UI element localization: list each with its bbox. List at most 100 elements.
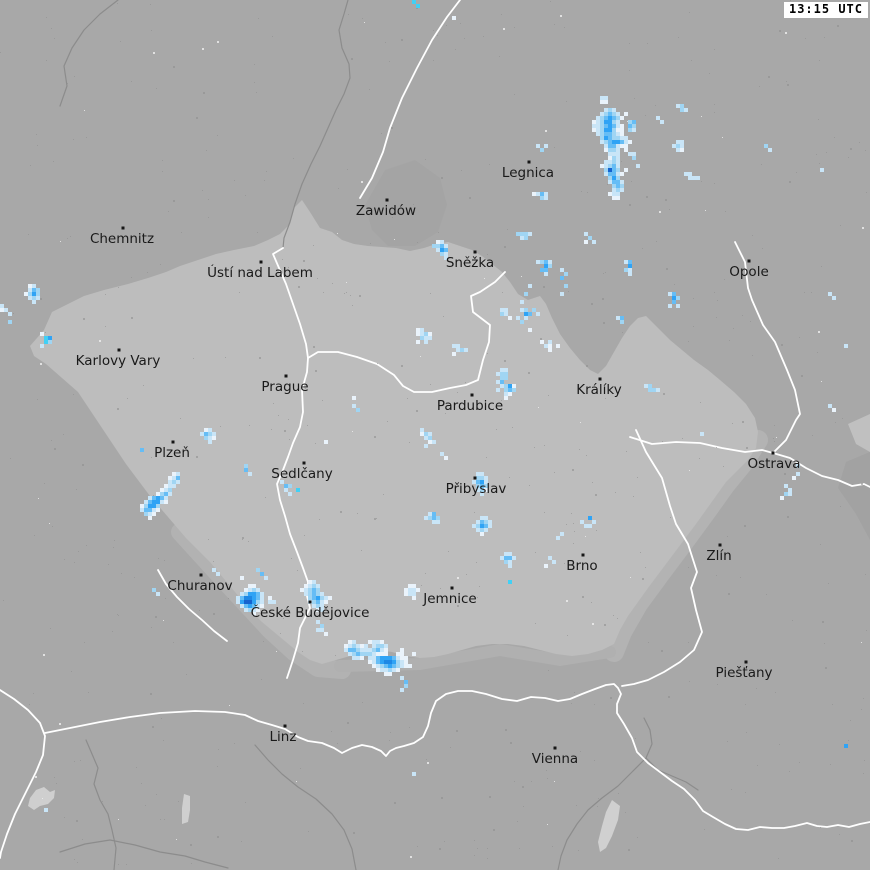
noise-speck	[514, 27, 515, 28]
city-dot	[385, 198, 389, 202]
precip-cell	[204, 428, 208, 432]
noise-speck	[176, 839, 177, 840]
precip-cell	[384, 652, 388, 656]
noise-speck	[761, 164, 762, 165]
precip-cell	[400, 688, 404, 692]
precip-cell	[608, 176, 612, 180]
noise-speck	[156, 88, 157, 89]
noise-speck	[534, 447, 535, 448]
city-dot	[598, 377, 602, 381]
noise-speck	[164, 560, 165, 561]
city-label: Chemnitz	[90, 231, 154, 247]
noise-speck	[266, 171, 267, 172]
noise-speck	[779, 744, 780, 745]
precip-cell	[544, 272, 548, 276]
noise-speck	[605, 398, 606, 399]
precip-cell	[612, 168, 616, 172]
noise-speck	[271, 429, 272, 430]
precip-cell	[0, 308, 4, 312]
precip-cell	[424, 332, 428, 336]
precip-cell	[608, 136, 612, 140]
precip-cell	[424, 336, 428, 340]
noise-speck	[242, 537, 244, 539]
precip-cell	[604, 172, 608, 176]
noise-speck	[385, 42, 386, 43]
precip-cell	[616, 176, 620, 180]
precip-cell	[616, 180, 620, 184]
precip-cell	[316, 584, 320, 588]
noise-speck	[105, 294, 106, 295]
noise-speck	[714, 112, 715, 113]
noise-speck	[863, 698, 864, 699]
noise-speck	[178, 450, 179, 451]
noise-speck	[131, 277, 132, 278]
precip-cell	[504, 368, 508, 372]
precip-cell	[436, 516, 440, 520]
noise-speck	[514, 781, 515, 782]
noise-speck	[832, 704, 833, 705]
noise-speck	[822, 621, 824, 623]
precip-cell	[372, 656, 376, 660]
precip-cell	[512, 388, 516, 392]
precip-cell	[524, 316, 528, 320]
noise-speck	[430, 384, 431, 385]
precip-cell	[440, 252, 444, 256]
precip-cell	[380, 664, 384, 668]
precip-cell	[436, 248, 440, 252]
precip-cell	[532, 308, 536, 312]
noise-speck	[374, 518, 376, 520]
precip-cell	[608, 164, 612, 168]
noise-speck	[296, 781, 297, 782]
noise-speck	[141, 783, 142, 784]
noise-speck	[350, 295, 351, 296]
precip-cell	[676, 140, 680, 144]
noise-speck	[762, 275, 763, 276]
precip-cell	[376, 644, 380, 648]
noise-speck	[228, 598, 229, 599]
noise-speck	[80, 760, 81, 761]
noise-speck	[507, 229, 508, 230]
precip-cell	[24, 292, 28, 296]
noise-speck	[596, 530, 597, 531]
noise-speck	[825, 667, 827, 669]
noise-speck	[496, 429, 497, 430]
noise-speck	[84, 642, 85, 643]
precip-cell	[356, 652, 360, 656]
noise-speck	[669, 209, 670, 210]
precip-cell	[396, 660, 400, 664]
precip-cell	[612, 180, 616, 184]
precip-cell	[208, 428, 212, 432]
noise-speck	[812, 435, 813, 436]
noise-speck	[361, 181, 363, 183]
precip-cell	[608, 192, 612, 196]
noise-speck	[168, 211, 169, 212]
precip-cell	[252, 604, 256, 608]
noise-speck	[546, 770, 547, 771]
precip-cell	[428, 336, 432, 340]
precip-cell	[236, 596, 240, 600]
precip-cell	[600, 96, 604, 100]
precip-cell	[244, 468, 248, 472]
noise-speck	[151, 457, 152, 458]
precip-cell	[204, 436, 208, 440]
precip-cell	[612, 152, 616, 156]
precip-cell	[248, 592, 252, 596]
precip-cell	[680, 144, 684, 148]
noise-speck	[787, 516, 789, 518]
noise-speck	[642, 248, 643, 249]
precip-cell	[520, 308, 524, 312]
precip-cell	[148, 508, 152, 512]
precip-cell	[456, 348, 460, 352]
precip-cell	[556, 536, 560, 540]
city-label: Plzeň	[154, 445, 190, 461]
precip-cell	[632, 128, 636, 132]
city-label: České Budějovice	[251, 603, 370, 621]
precip-cell	[520, 232, 524, 236]
precip-cell	[400, 648, 404, 652]
noise-speck	[731, 789, 732, 790]
noise-speck	[752, 355, 753, 356]
precip-cell	[508, 556, 512, 560]
noise-speck	[840, 506, 841, 507]
precip-cell	[264, 576, 268, 580]
noise-speck	[716, 447, 717, 448]
